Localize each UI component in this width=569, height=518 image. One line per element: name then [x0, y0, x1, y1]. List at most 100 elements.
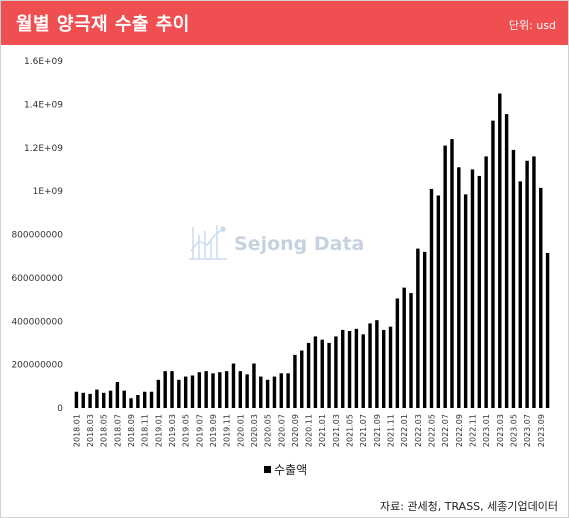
bar [142, 391, 147, 408]
bar [245, 374, 249, 408]
bar [265, 379, 270, 408]
y-tick-label: 200000000 [11, 361, 63, 371]
bar [381, 329, 386, 408]
x-tick-label: 2023.01 [482, 414, 491, 447]
x-tick-label: 2019.09 [209, 414, 218, 447]
bar [409, 293, 413, 408]
bar [375, 320, 379, 408]
x-tick-label: 2021.07 [359, 414, 368, 447]
x-tick-label: 2020.01 [236, 414, 245, 447]
bar [218, 372, 222, 408]
bar [259, 376, 263, 408]
x-tick-label: 2020.05 [264, 414, 273, 447]
y-tick-label: 1E+09 [33, 187, 64, 197]
x-tick-label: 2018.03 [86, 414, 95, 447]
y-tick-label: 1.6E+09 [24, 57, 63, 67]
bar [463, 194, 468, 408]
bar [129, 398, 133, 408]
x-tick-label: 2020.09 [291, 414, 300, 447]
bar [190, 375, 195, 408]
y-tick-label: 1.2E+09 [24, 144, 63, 154]
x-tick-label: 2020.03 [250, 414, 259, 447]
x-tick-label: 2019.03 [168, 414, 177, 447]
bar [300, 350, 304, 408]
x-tick-label: 2023.03 [496, 414, 505, 447]
bar [422, 251, 427, 408]
legend-label: 수출액 [274, 463, 308, 477]
x-tick-label: 2019.07 [195, 414, 204, 447]
bar [149, 391, 154, 408]
bar [525, 160, 529, 408]
bar [102, 392, 106, 408]
bar [511, 149, 516, 408]
watermark-logo-icon [189, 225, 227, 260]
unit-label: 단위: usd [508, 19, 556, 32]
y-axis: 0 200000000 400000000 600000000 800000000 1E+… [11, 57, 63, 414]
x-tick-label: 2023.09 [537, 414, 546, 447]
bar [470, 169, 475, 408]
x-tick-label: 2019.11 [223, 414, 232, 447]
bar [238, 371, 243, 408]
x-tick-label: 2023.07 [523, 414, 532, 447]
bar [347, 331, 352, 408]
y-tick-label: 1.4E+09 [24, 100, 63, 110]
x-tick-label: 2022.11 [468, 414, 477, 447]
bar [224, 371, 229, 408]
x-tick-label: 2021.11 [387, 414, 396, 447]
bar [491, 120, 495, 408]
x-tick-label: 2022.05 [428, 414, 437, 447]
bar [211, 373, 215, 408]
source-note: 자료: 관세청, TRASS, 세종기업데이터 [379, 500, 558, 513]
watermark: Sejong Data [189, 225, 364, 260]
bar [81, 392, 85, 408]
bar [286, 373, 290, 408]
x-tick-label: 2021.09 [373, 414, 382, 447]
bar [429, 188, 434, 408]
bar [341, 329, 345, 408]
bar [532, 156, 536, 408]
x-tick-label: 2021.01 [318, 414, 327, 447]
x-tick-label: 2022.07 [441, 414, 450, 447]
x-tick-label: 2018.07 [113, 414, 122, 447]
bar [416, 248, 420, 408]
bar [504, 114, 509, 409]
bar [122, 390, 126, 408]
bar [306, 342, 311, 408]
bar [88, 393, 92, 408]
bar-series [74, 93, 550, 409]
bar [95, 389, 99, 408]
x-axis: 2018.01 2018.03 2018.05 2018.07 2018.09 2018.… [72, 414, 545, 447]
bar [156, 379, 161, 408]
bar [518, 181, 522, 408]
x-tick-label: 2023.05 [509, 414, 518, 447]
x-tick-label: 2022.09 [455, 414, 464, 447]
bar [313, 336, 318, 408]
y-tick-label: 0 [57, 404, 63, 414]
bar [388, 326, 393, 408]
bar [320, 339, 324, 408]
legend: 수출액 [264, 461, 307, 478]
x-tick-label: 2020.11 [305, 414, 314, 447]
bar [354, 328, 359, 408]
bar [334, 336, 338, 408]
bar [498, 93, 502, 408]
bar [539, 187, 543, 408]
bar [484, 156, 488, 408]
bar [204, 371, 208, 408]
bar [74, 391, 79, 408]
x-tick-label: 2021.05 [346, 414, 355, 447]
bar [450, 139, 454, 408]
bar [272, 376, 277, 408]
x-tick-label: 2019.01 [154, 414, 163, 447]
bar [108, 390, 113, 408]
x-tick-label: 2018.05 [100, 414, 109, 447]
x-tick-label: 2018.01 [72, 414, 81, 447]
bar [170, 371, 174, 408]
bar [443, 145, 447, 409]
x-tick-label: 2018.09 [127, 414, 136, 447]
bar [457, 167, 461, 408]
y-tick-label: 600000000 [11, 274, 63, 284]
bar [402, 287, 406, 408]
legend-swatch-icon [264, 466, 271, 473]
bar-chart: Sejong Data 0 200000000 400000000 600000000… [11, 57, 550, 447]
